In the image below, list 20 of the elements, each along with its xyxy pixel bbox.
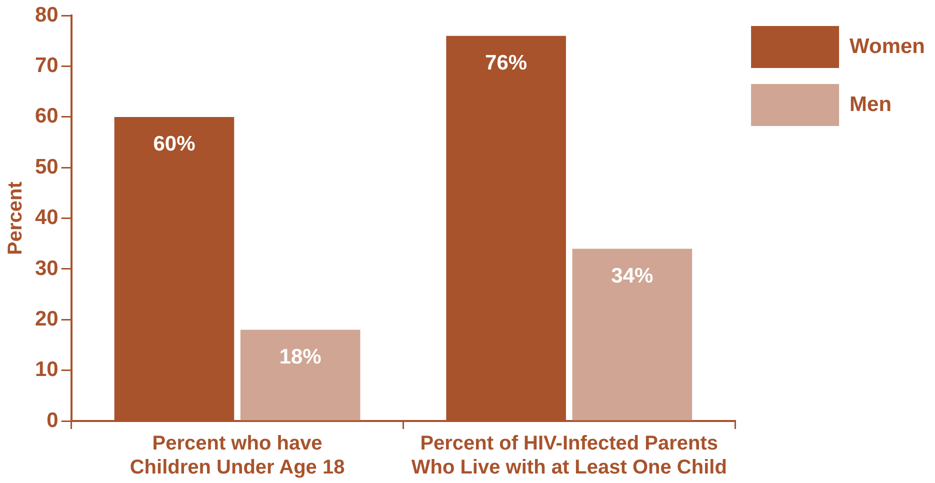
bar bbox=[572, 248, 692, 420]
x-tick-label: Percent who have Children Under Age 18 bbox=[130, 432, 345, 479]
y-tick-label: 70 bbox=[35, 54, 58, 78]
y-axis-title: Percent bbox=[4, 181, 27, 255]
data-label: 34% bbox=[611, 264, 654, 288]
y-tick-label: 20 bbox=[35, 307, 58, 330]
legend-label: Women bbox=[850, 34, 926, 58]
y-tick-label: 40 bbox=[35, 206, 58, 230]
y-tick-label: 0 bbox=[46, 408, 58, 432]
bar bbox=[240, 330, 360, 420]
y-tick-label: 60 bbox=[35, 104, 58, 128]
data-label: 60% bbox=[153, 132, 196, 156]
y-tick-label: 30 bbox=[35, 256, 58, 280]
data-label: 76% bbox=[485, 52, 528, 75]
data-label: 18% bbox=[279, 346, 322, 369]
x-tick-label: Percent of HIV-Infected Parents Who Live with at Least One Child bbox=[411, 432, 727, 479]
y-tick-label: 50 bbox=[35, 155, 58, 178]
y-tick-label: 10 bbox=[35, 358, 58, 382]
legend-label: Men bbox=[850, 92, 892, 116]
y-tick-label: 80 bbox=[35, 3, 58, 26]
